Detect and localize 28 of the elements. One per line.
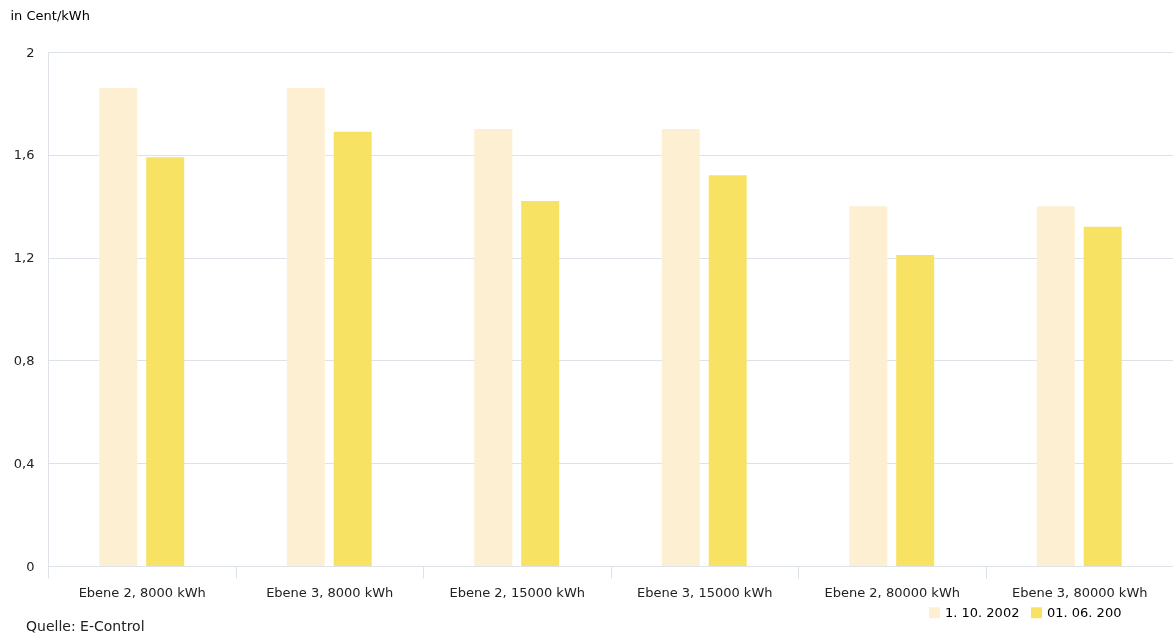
source-note: Quelle: E-Control [26, 618, 145, 634]
y-tick-label: 0,4 [13, 455, 35, 471]
x-tick-label: Ebene 2, 15000 kWh [449, 584, 585, 600]
y-tick-label: 1,2 [13, 250, 35, 266]
bar [1036, 206, 1075, 566]
y-tick-label: 1,6 [13, 147, 35, 163]
bar [849, 206, 888, 566]
bar [521, 201, 560, 566]
bar [1083, 226, 1122, 566]
bar [896, 255, 935, 566]
bar [286, 87, 325, 566]
x-tick-label: Ebene 2, 80000 kWh [824, 584, 960, 600]
bar [474, 129, 513, 566]
y-tick-label: 0 [26, 558, 35, 574]
bar [661, 129, 700, 566]
bar [708, 175, 747, 566]
bar [99, 87, 138, 566]
y-tick-label: 2 [26, 44, 35, 60]
x-tick-label: Ebene 3, 80000 kWh [1012, 584, 1148, 600]
bar [333, 131, 372, 566]
y-axis-title: in Cent/kWh [10, 7, 90, 23]
bar [146, 157, 185, 566]
legend-label: 1. 10. 2002 [945, 604, 1020, 620]
x-tick-label: Ebene 3, 15000 kWh [637, 584, 773, 600]
y-tick-label: 0,8 [13, 352, 35, 368]
legend-label: 01. 06. 200 [1047, 604, 1122, 620]
x-tick-label: Ebene 3, 8000 kWh [266, 584, 394, 600]
x-tick-label: Ebene 2, 8000 kWh [78, 584, 206, 600]
